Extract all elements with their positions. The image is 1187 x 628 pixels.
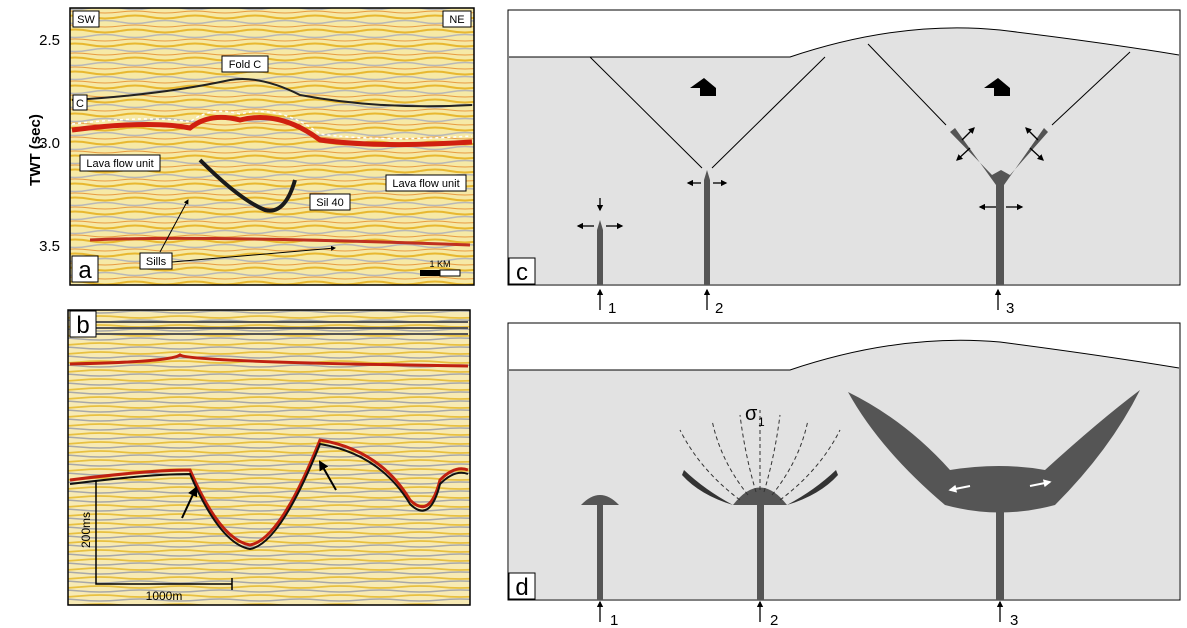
panel-b: 200ms 1000m b xyxy=(68,310,470,605)
scale-label: 1 KM xyxy=(429,259,450,269)
figure: TWT (sec) 2.5 3.0 3.5 SW NE Fold C C Lav… xyxy=(0,0,1187,628)
feeder xyxy=(757,504,764,600)
panel-c: 1 2 3 c xyxy=(508,10,1180,317)
annotation: Sil 40 xyxy=(316,197,344,209)
feeder-label: 3 xyxy=(1006,300,1014,317)
annotation: C xyxy=(76,98,84,110)
feeder-arrows xyxy=(600,602,1000,622)
panel-d: σ 1 1 2 3 d xyxy=(508,323,1180,628)
annotation: SW xyxy=(77,14,95,26)
panel-label: d xyxy=(515,574,528,601)
annotation: Lava flow unit xyxy=(86,158,153,170)
panel-label: a xyxy=(78,257,92,284)
annotation: Sills xyxy=(146,256,167,268)
stress-subscript: 1 xyxy=(758,415,765,429)
feeder-label: 1 xyxy=(610,612,618,628)
feeder xyxy=(996,505,1004,600)
dike xyxy=(597,220,603,285)
feeder-label: 2 xyxy=(770,612,778,628)
panel-label: c xyxy=(516,259,528,286)
scale-label: 200ms xyxy=(79,512,93,548)
feeder-arrows xyxy=(600,290,998,310)
panel-a: TWT (sec) 2.5 3.0 3.5 SW NE Fold C C Lav… xyxy=(27,8,474,285)
annotation: Lava flow unit xyxy=(392,178,459,190)
scale-label: 1000m xyxy=(146,589,183,603)
annotation: NE xyxy=(449,14,464,26)
scale-bar xyxy=(420,270,440,276)
feeder-label: 1 xyxy=(608,300,616,317)
tick-label: 3.0 xyxy=(39,135,60,152)
feeder xyxy=(597,504,603,600)
dike xyxy=(704,170,710,285)
tick-label: 3.5 xyxy=(39,238,60,255)
feeder-label: 2 xyxy=(715,300,723,317)
tick-label: 2.5 xyxy=(39,32,60,49)
scale-bar xyxy=(440,270,460,276)
panel-label: b xyxy=(76,312,89,339)
seismic-image xyxy=(68,310,470,605)
feeder-label: 3 xyxy=(1010,612,1018,628)
stress-symbol: σ xyxy=(745,403,758,425)
annotation: Fold C xyxy=(229,59,261,71)
host-rock xyxy=(509,28,1179,284)
